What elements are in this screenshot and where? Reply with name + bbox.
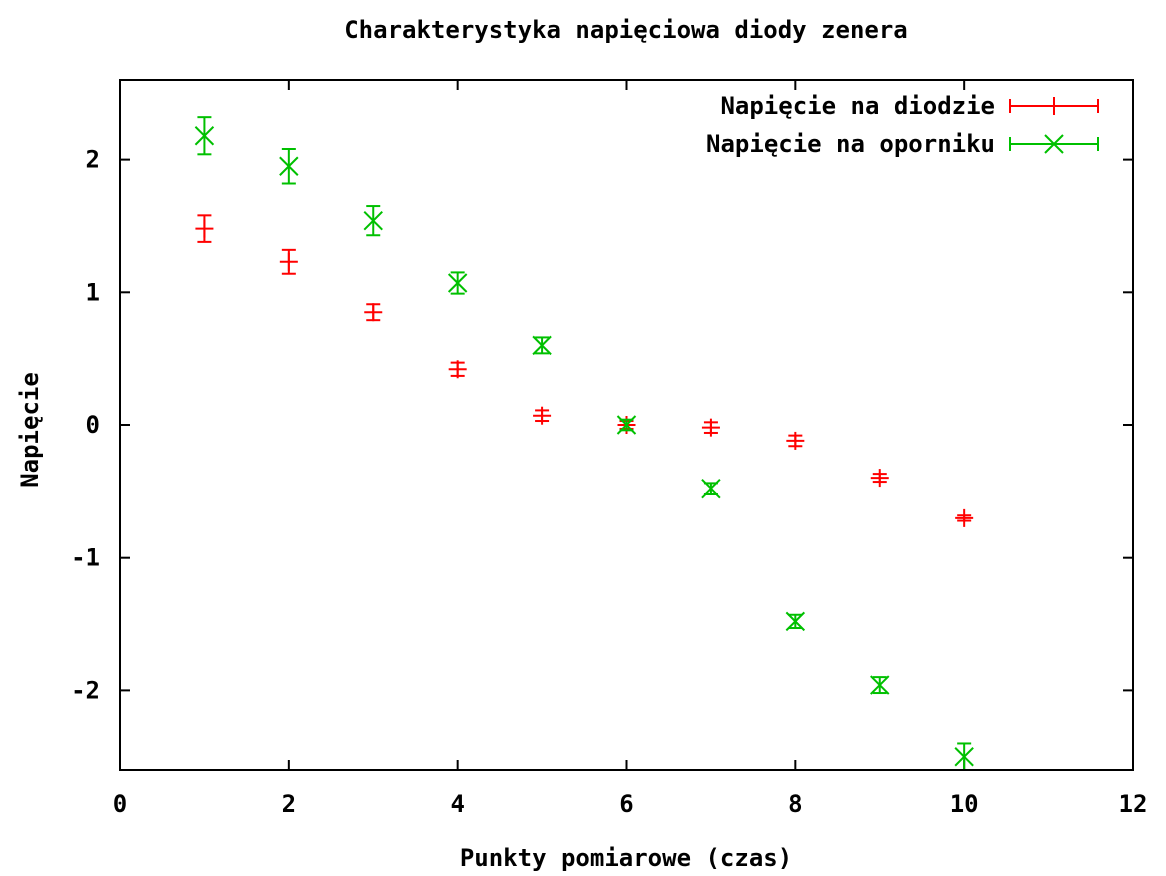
data-point (955, 508, 974, 527)
cross-marker-b (279, 156, 299, 176)
legend-item: Napięcie na diodzie (720, 92, 1099, 120)
plot-frame (119, 79, 1134, 771)
x-tick-label: 4 (450, 790, 464, 818)
x-tick-label: 2 (282, 790, 296, 818)
x-tick-label: 6 (619, 790, 633, 818)
data-point (870, 675, 890, 695)
cross-marker-b (954, 747, 974, 767)
data-point (701, 418, 720, 437)
series-1 (195, 214, 974, 527)
data-point (870, 469, 889, 488)
data-point (785, 611, 806, 632)
cross-marker-b (701, 478, 721, 499)
data-point (279, 148, 299, 185)
data-point (786, 431, 805, 450)
chart-title: Charakterystyka napięciowa diody zenera (344, 16, 908, 44)
cross-marker-b (1044, 134, 1064, 154)
legend-label: Napięcie na oporniku (706, 130, 995, 158)
data-point (532, 335, 552, 356)
cross-marker-b (194, 126, 215, 146)
cross-marker-b (447, 273, 468, 293)
x-tick-label: 10 (950, 790, 979, 818)
data-point (194, 116, 215, 156)
data-point (195, 214, 214, 243)
data-point (701, 478, 721, 499)
cross-marker-b (532, 335, 552, 356)
x-tick-label: 8 (788, 790, 802, 818)
legend-label: Napięcie na diodzie (720, 92, 995, 120)
y-tick-label: 0 (86, 411, 100, 439)
data-point (447, 271, 468, 295)
y-tick-label: 1 (86, 278, 100, 306)
x-tick-label: 0 (113, 790, 127, 818)
data-point (448, 360, 467, 379)
cross-marker-b (363, 210, 383, 231)
legend: Napięcie na diodzie Napięcie na oporniku (706, 92, 1099, 158)
data-point (364, 303, 383, 322)
cross-marker-b (785, 611, 806, 632)
y-tick-label: -1 (71, 544, 100, 572)
data-point (533, 406, 552, 425)
cross-marker-b (870, 675, 890, 695)
data-point (363, 205, 383, 237)
x-tick-label: 12 (1119, 790, 1148, 818)
cross-marker-b (616, 415, 637, 435)
x-axis-label: Punkty pomiarowe (czas) (460, 844, 792, 872)
data-point (616, 415, 637, 435)
series-2 (194, 116, 974, 771)
y-tick-label: 2 (86, 146, 100, 174)
y-tick-label: -2 (71, 676, 100, 704)
y-axis-label: Napięcie (16, 372, 44, 488)
plot-area (194, 116, 974, 771)
legend-item: Napięcie na oporniku (706, 130, 1099, 158)
data-point (279, 248, 298, 275)
